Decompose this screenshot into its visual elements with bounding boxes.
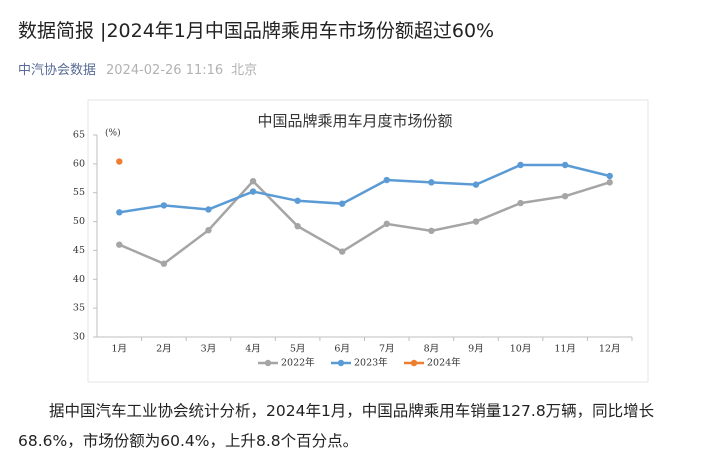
chart-frame (87, 99, 649, 383)
data-point (160, 202, 168, 209)
legend-marker (264, 359, 272, 367)
legend-label: 2022年 (281, 357, 315, 369)
y-tick-label: 60 (73, 158, 85, 169)
x-tick-label: 1月 (112, 344, 128, 355)
data-point (205, 227, 212, 234)
data-point (561, 161, 569, 169)
y-tick-label: 55 (73, 187, 85, 198)
x-tick-label: 10月 (510, 344, 532, 355)
data-point (383, 176, 390, 184)
data-point (517, 161, 524, 169)
data-point (472, 218, 480, 225)
y-tick-label: 35 (73, 303, 85, 314)
y-tick-label: 30 (73, 332, 85, 343)
x-tick-label: 5月 (290, 344, 306, 355)
legend-label: 2024年 (427, 357, 461, 369)
data-point (428, 179, 435, 186)
x-tick-label: 7月 (379, 344, 395, 355)
data-point (517, 199, 524, 207)
x-tick-label: 3月 (201, 344, 217, 355)
legend-marker (337, 359, 345, 367)
data-point (116, 209, 123, 216)
data-point (160, 260, 168, 267)
data-point (561, 192, 569, 200)
data-point (383, 220, 390, 228)
legend-marker (410, 359, 418, 367)
data-point (606, 172, 613, 180)
y-tick-label: 50 (73, 216, 85, 227)
chart-title: 中国品牌乘用车月度市场份额 (257, 112, 452, 130)
y-unit: (%) (105, 128, 121, 139)
data-point (339, 200, 346, 207)
series-line (118, 179, 611, 266)
x-tick-label: 8月 (424, 344, 440, 355)
x-tick-label: 2月 (156, 344, 172, 355)
data-point (116, 158, 123, 165)
data-point (472, 181, 480, 188)
x-tick-label: 12月 (599, 344, 621, 355)
x-tick-label: 9月 (468, 344, 484, 355)
chart: 中国品牌乘用车月度市场份额 (%) 30 35 40 45 50 55 60 65 1月 2月 3月… (73, 99, 649, 383)
data-point (294, 197, 301, 204)
data-point (116, 241, 123, 248)
y-tick-label: 45 (73, 245, 85, 256)
x-tick-label: 11月 (554, 344, 576, 355)
article-title: 数据简报 |2024年1月中国品牌乘用车市场份额超过60% (18, 20, 495, 42)
series-line (119, 163, 611, 214)
source[interactable]: 中汽协会数据 (18, 63, 97, 78)
article-meta: 中汽协会数据 2024-02-26 11:16 北京 (18, 59, 257, 78)
data-point (294, 222, 301, 230)
data-point (249, 177, 257, 185)
y-tick-label: 65 (73, 130, 85, 141)
time: 2024-02-26 11:16 (106, 63, 224, 78)
data-point (205, 206, 212, 213)
y-tick-label: 40 (73, 274, 85, 285)
place: 北京 (231, 63, 258, 78)
legend-label: 2023年 (354, 357, 388, 369)
x-tick-label: 4月 (245, 344, 261, 355)
paragraph: 据中国汽车工业协会统计分析，2024年1月，中国品牌乘用车销量127.8万辆，同… (18, 402, 655, 450)
data-point (428, 227, 435, 235)
data-point (249, 188, 257, 195)
data-point (339, 248, 346, 255)
x-tick-label: 6月 (334, 344, 350, 355)
data-point (606, 179, 613, 186)
